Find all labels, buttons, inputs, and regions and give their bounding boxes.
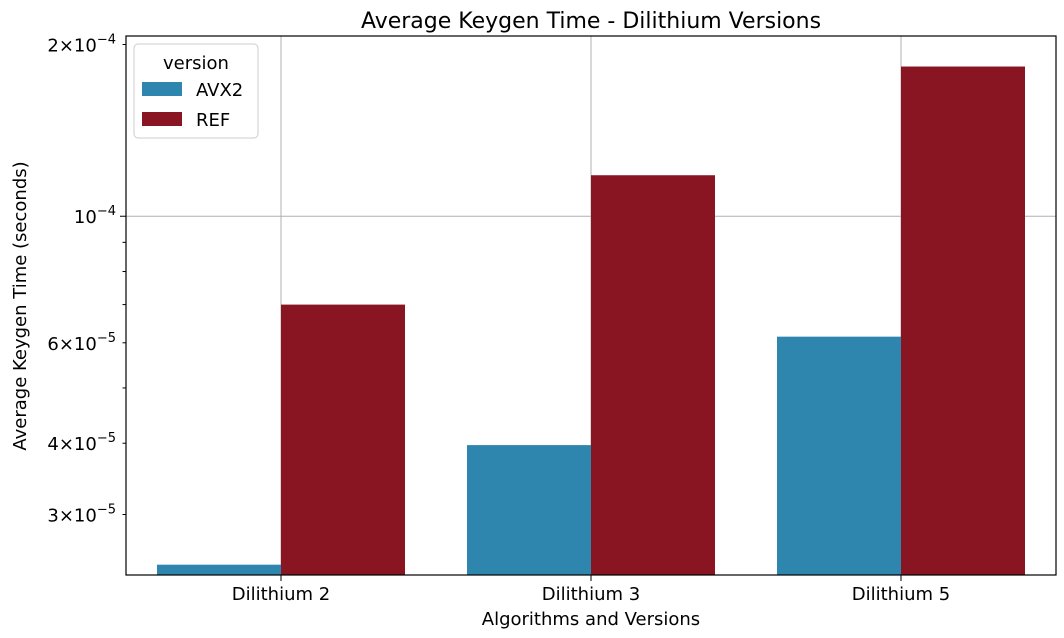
bar-avx2-dilithium-3 [467, 445, 591, 575]
x-tick-label: Dilithium 3 [542, 584, 640, 605]
legend-title: version [163, 53, 229, 74]
y-tick-label: 4×10−5 [47, 431, 116, 455]
legend-label-ref: REF [196, 110, 230, 131]
legend: version AVX2 REF [133, 43, 259, 139]
y-tick-label: 10−4 [74, 204, 116, 228]
bar-ref-dilithium-5 [901, 66, 1025, 576]
legend-label-avx2: AVX2 [196, 80, 243, 101]
legend-swatch-avx2 [142, 82, 182, 96]
bar-ref-dilithium-3 [591, 175, 715, 576]
y-axis-title: Average Keygen Time (seconds) [10, 161, 31, 450]
legend-swatch-ref [142, 112, 182, 126]
chart-title: Average Keygen Time - Dilithium Versions [361, 9, 821, 34]
y-tick-label: 3×10−5 [47, 503, 116, 527]
bar-avx2-dilithium-5 [777, 336, 901, 575]
bar-ref-dilithium-2 [281, 304, 405, 575]
x-tick-label: Dilithium 2 [232, 584, 330, 605]
ticks-layer: Dilithium 2 Dilithium 3 Dilithium 5 10−4 3×1… [47, 33, 950, 605]
x-tick-label: Dilithium 5 [852, 584, 950, 605]
y-tick-label: 2×10−4 [47, 33, 116, 57]
x-axis-title: Algorithms and Versions [482, 609, 700, 630]
bars-layer [157, 66, 1025, 576]
y-tick-label: 6×10−5 [47, 331, 116, 355]
bar-avx2-dilithium-2 [157, 564, 281, 575]
